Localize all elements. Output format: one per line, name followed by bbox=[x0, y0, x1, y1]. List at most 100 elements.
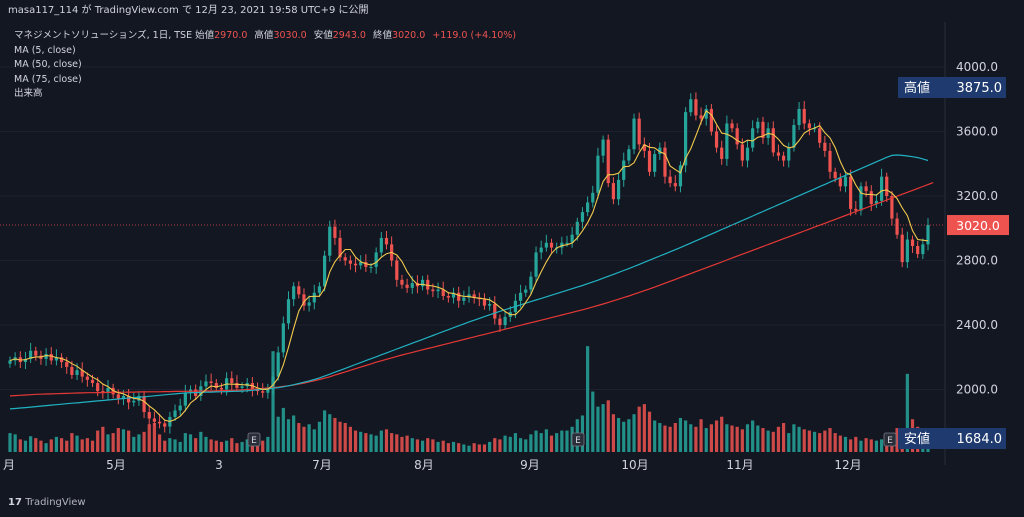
candle-body bbox=[163, 423, 167, 427]
candle-body bbox=[307, 302, 311, 306]
volume-bar bbox=[106, 434, 110, 452]
last-price-value: 3020.0 bbox=[956, 218, 1000, 233]
volume-bar bbox=[152, 423, 157, 452]
candle-body bbox=[735, 128, 739, 145]
candle-body bbox=[756, 121, 760, 129]
candle-body bbox=[761, 121, 765, 138]
volume-bar bbox=[420, 440, 425, 452]
legend-ma5[interactable]: MA (5, close) bbox=[14, 44, 76, 56]
candle-body bbox=[818, 128, 822, 143]
volume-bar bbox=[235, 443, 239, 452]
legend-ma75[interactable]: MA (75, close) bbox=[14, 73, 82, 85]
volume-bar bbox=[524, 439, 528, 452]
volume-bar bbox=[606, 400, 610, 452]
candle-body bbox=[632, 118, 636, 150]
candle-body bbox=[286, 299, 291, 324]
candle-body bbox=[575, 221, 579, 235]
candle-body bbox=[379, 237, 383, 253]
candle-body bbox=[668, 176, 672, 184]
candle-body bbox=[812, 128, 817, 130]
volume-bar bbox=[632, 414, 636, 452]
brand-name: TradingView bbox=[25, 497, 86, 508]
candle-body bbox=[797, 108, 801, 126]
volume-bar bbox=[147, 424, 151, 452]
earnings-marker: E bbox=[571, 432, 585, 447]
candle-body bbox=[895, 218, 899, 235]
volume-bar bbox=[684, 420, 688, 452]
earnings-marker-box bbox=[247, 432, 261, 447]
volume-bar bbox=[637, 406, 641, 452]
y-tick-label: 3600.0 bbox=[956, 125, 998, 139]
ma75-line bbox=[9, 182, 934, 397]
candle-body bbox=[436, 289, 440, 292]
candle-body bbox=[689, 99, 693, 113]
volume-bar bbox=[44, 443, 48, 452]
candle-body bbox=[704, 108, 708, 119]
candle-body bbox=[776, 152, 781, 156]
volume-bar bbox=[503, 435, 507, 452]
volume-bar bbox=[395, 434, 399, 452]
volume-bar bbox=[204, 436, 208, 452]
candle-body bbox=[328, 226, 332, 256]
candle-body bbox=[802, 108, 806, 124]
earnings-marker: E bbox=[247, 432, 261, 447]
candle-body bbox=[714, 131, 719, 148]
candle-body bbox=[890, 196, 894, 219]
tradingview-logo[interactable]: 𝟭𝟳 TradingView bbox=[8, 488, 86, 517]
earnings-marker-label: E bbox=[251, 436, 257, 446]
volume-bar bbox=[518, 438, 523, 452]
volume-bar bbox=[462, 444, 466, 452]
volume-bar bbox=[611, 414, 616, 452]
candle-body bbox=[694, 99, 698, 116]
volume-bar bbox=[802, 429, 806, 452]
volume-bar bbox=[534, 430, 538, 452]
volume-bar bbox=[209, 439, 213, 452]
candle-body bbox=[8, 360, 12, 364]
candle-body bbox=[864, 186, 868, 192]
volume-bar bbox=[415, 439, 420, 452]
candle-body bbox=[292, 286, 296, 300]
volume-bar bbox=[13, 434, 17, 452]
candle-body bbox=[792, 125, 796, 148]
candle-body bbox=[410, 283, 414, 288]
volume-bar bbox=[127, 430, 131, 452]
price-chart[interactable]: 4000.0 3600.0 3200.0 2800.0 2400.0 2000.0 月 5月 3… bbox=[0, 22, 1024, 488]
volume-bar bbox=[353, 430, 358, 452]
candle-body bbox=[807, 123, 811, 129]
candle-body bbox=[874, 200, 879, 205]
high-label-box bbox=[898, 77, 1006, 98]
candle-body bbox=[518, 292, 523, 301]
volume-bar bbox=[828, 428, 832, 452]
candle-body bbox=[828, 150, 832, 172]
candle-body bbox=[823, 142, 827, 151]
y-tick-label: 2000.0 bbox=[956, 383, 998, 397]
volume-bar bbox=[895, 428, 899, 452]
candle-body bbox=[781, 155, 786, 161]
candle-body bbox=[451, 292, 456, 298]
volume-bar bbox=[529, 434, 533, 452]
candle-body bbox=[276, 352, 280, 377]
legend-volume[interactable]: 出来高 bbox=[14, 88, 43, 99]
volume-bar bbox=[348, 426, 352, 452]
grid-lines bbox=[0, 66, 945, 390]
candle-body bbox=[348, 260, 352, 264]
candle-body bbox=[627, 149, 631, 161]
candle-body bbox=[549, 242, 554, 248]
volume-bar bbox=[49, 439, 53, 452]
volume-bar bbox=[359, 431, 363, 452]
candle-body bbox=[121, 395, 126, 400]
volume-bar bbox=[735, 426, 739, 452]
volume-bar bbox=[328, 414, 332, 452]
candle-body bbox=[214, 383, 218, 388]
candle-body bbox=[65, 362, 69, 367]
volume-bar bbox=[379, 430, 383, 452]
candle-body bbox=[271, 376, 275, 388]
candle-body bbox=[322, 255, 327, 287]
volume-bar bbox=[771, 431, 775, 452]
earnings-marker-label: E bbox=[575, 436, 581, 446]
volume-bar bbox=[446, 443, 450, 452]
legend-ma50[interactable]: MA (50, close) bbox=[14, 59, 82, 70]
candle-body bbox=[173, 410, 177, 417]
candle-body bbox=[127, 395, 131, 403]
candle-body bbox=[745, 147, 750, 161]
